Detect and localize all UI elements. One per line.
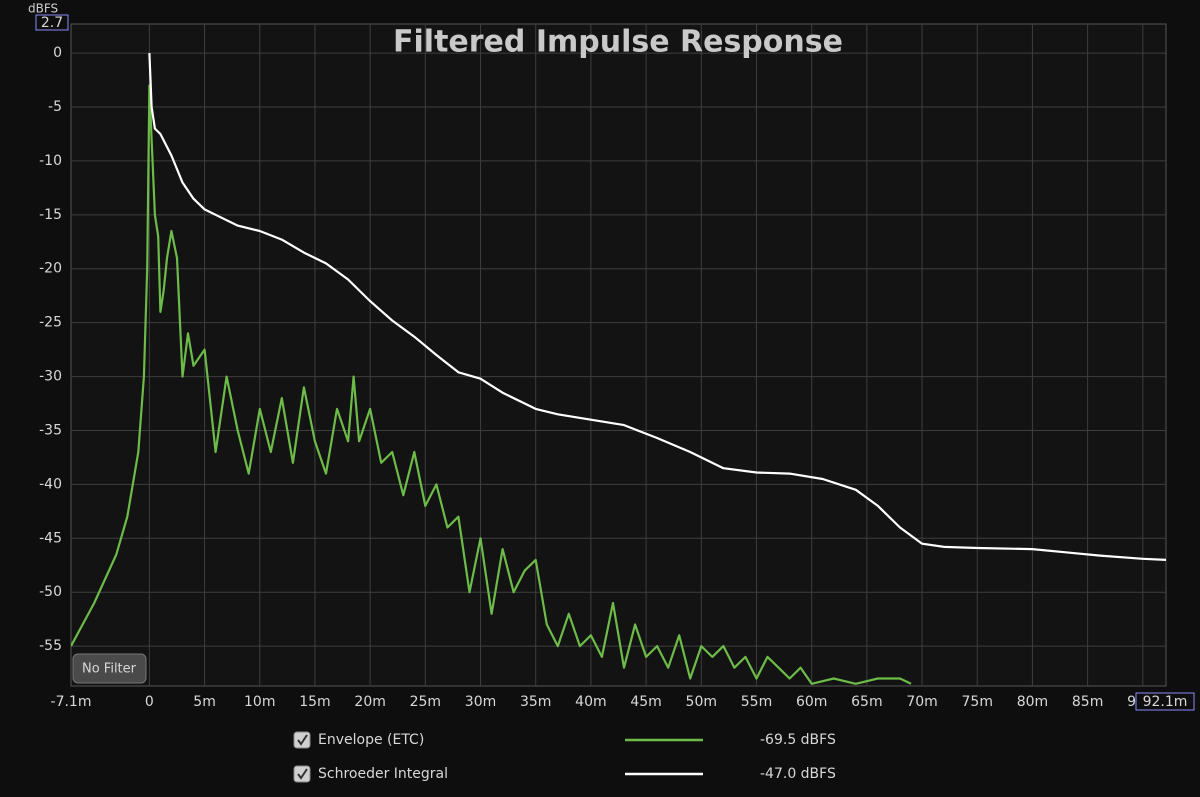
y-tick-label: -35 xyxy=(39,422,62,438)
x-tick-label: 80m xyxy=(1017,694,1048,710)
y-limit-box xyxy=(35,14,69,31)
y-tick-label: 0 xyxy=(53,45,62,61)
x-tick-label: 0 xyxy=(145,694,154,710)
legend-label: Envelope (ETC) xyxy=(318,732,424,748)
legend-label: Schroeder Integral xyxy=(318,766,448,782)
y-tick-label: -50 xyxy=(39,584,62,600)
checkmark xyxy=(297,768,308,780)
plot-lines xyxy=(71,53,1166,685)
legend-readout: -47.0 dBFS xyxy=(760,766,836,782)
y-tick-label: -15 xyxy=(39,207,62,223)
x-tick-label: 75m xyxy=(962,694,993,710)
legend-checkbox[interactable] xyxy=(293,731,311,749)
x-tick-label: 25m xyxy=(410,694,441,710)
y-tick-label: -5 xyxy=(48,99,62,115)
x-tick-label: 70m xyxy=(906,694,937,710)
series-line xyxy=(148,53,1166,561)
series-line xyxy=(71,84,912,685)
x-tick-label: 10m xyxy=(244,694,275,710)
no-filter-button[interactable]: No Filter xyxy=(72,653,147,684)
y-tick-label: -45 xyxy=(39,530,62,546)
legend-checkbox[interactable] xyxy=(293,765,311,783)
x-tick-label: 20m xyxy=(354,694,385,710)
x-tick-label: 40m xyxy=(575,694,606,710)
checkmark xyxy=(297,734,308,746)
x-tick-label: 15m xyxy=(299,694,330,710)
x-tick-label: 55m xyxy=(741,694,772,710)
legend-readout: -69.5 dBFS xyxy=(760,732,836,748)
button-bg[interactable] xyxy=(72,653,147,684)
button-label[interactable]: No Filter xyxy=(82,662,137,677)
y-tick-label: 2.7 xyxy=(41,15,63,31)
x-tick-label: 85m xyxy=(1072,694,1103,710)
x-tick-label: 35m xyxy=(520,694,551,710)
x-tick-label: 50m xyxy=(686,694,717,710)
x-tick-label: 60m xyxy=(796,694,827,710)
x-limit-box xyxy=(1135,692,1195,711)
x-tick-label: 5m xyxy=(193,694,216,710)
y-axis-unit: dBFS xyxy=(28,2,58,16)
legend-entry: Envelope (ETC) -69.5 dBFS xyxy=(293,731,836,749)
legend-entry: Schroeder Integral -47.0 dBFS xyxy=(293,765,836,783)
y-tick-label: -55 xyxy=(39,638,62,654)
x-tick-label: 45m xyxy=(630,694,661,710)
y-tick-label: -30 xyxy=(39,369,62,385)
x-tick-label: 92.1m xyxy=(1143,694,1188,710)
x-tick-label: -7.1m xyxy=(51,694,92,710)
labels: 2.7 0 -5 -10 -15 -20 -25 -30 -35 -40 -45 -50 -55 -7.1… xyxy=(35,14,1195,711)
y-tick-label: -25 xyxy=(39,315,62,331)
x-tick-label: 30m xyxy=(465,694,496,710)
y-tick-label: -10 xyxy=(39,153,62,169)
legend: Envelope (ETC) -69.5 dBFS Schroeder Integr… xyxy=(293,731,836,783)
y-tick-label: -40 xyxy=(39,476,62,492)
chart-title: Filtered Impulse Response xyxy=(393,25,843,60)
y-tick-label: -20 xyxy=(39,261,62,277)
x-tick-label: 65m xyxy=(851,694,882,710)
plot-area xyxy=(70,23,1167,687)
